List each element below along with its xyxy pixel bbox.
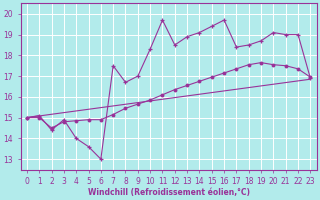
X-axis label: Windchill (Refroidissement éolien,°C): Windchill (Refroidissement éolien,°C) — [88, 188, 250, 197]
